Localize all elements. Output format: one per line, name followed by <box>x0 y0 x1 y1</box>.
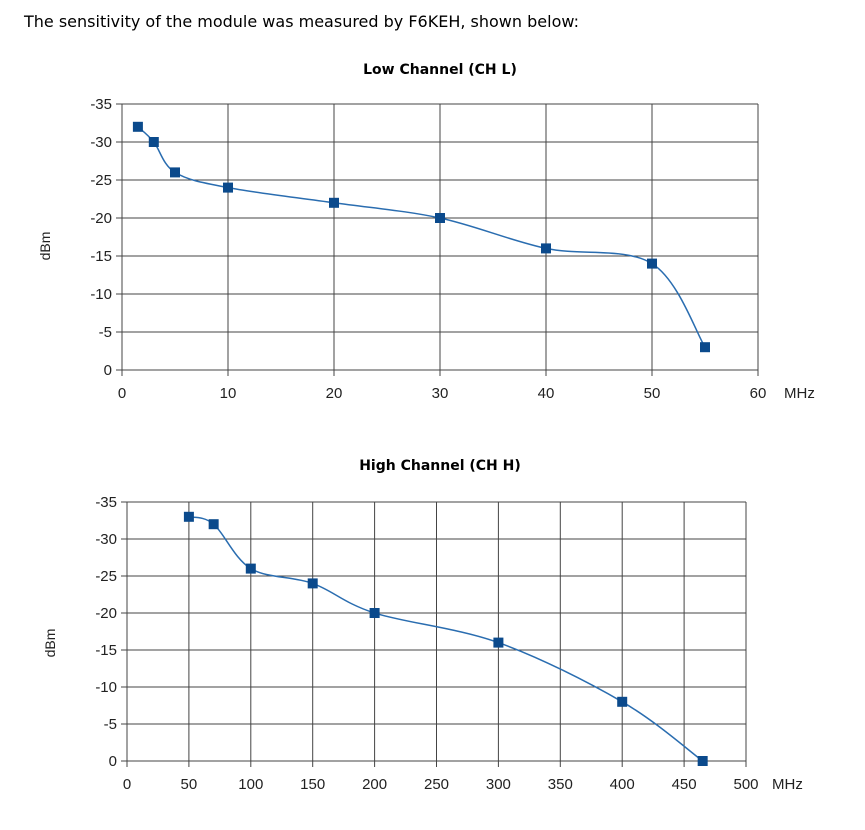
data-point-marker <box>208 519 219 530</box>
x-tick-label: 350 <box>548 776 573 793</box>
y-tick-label: -10 <box>90 286 112 303</box>
series-line <box>137 126 706 348</box>
x-tick-label: 50 <box>644 385 661 402</box>
y-axis-label: dBm <box>37 232 53 261</box>
x-axis-label: MHz <box>784 385 815 402</box>
y-tick-label: -35 <box>90 96 112 113</box>
x-tick-label: 100 <box>238 776 263 793</box>
data-point-marker <box>369 608 380 618</box>
y-tick-label: 0 <box>104 362 112 379</box>
y-axis-label: dBm <box>42 629 58 658</box>
data-point-marker <box>617 696 628 707</box>
x-tick-label: 60 <box>750 385 767 402</box>
data-point-marker <box>435 213 445 223</box>
y-tick-label: -10 <box>95 679 117 696</box>
x-tick-label: 400 <box>610 776 635 793</box>
y-tick-label: -30 <box>90 134 112 151</box>
chart-title-low: Low Channel (CH L) <box>363 62 517 78</box>
y-tick-label: -25 <box>95 568 117 585</box>
data-point-marker <box>170 167 180 178</box>
x-axis-label: MHz <box>772 776 803 793</box>
data-point-marker <box>307 578 318 589</box>
data-point-marker <box>132 121 143 132</box>
data-point-marker <box>700 342 710 353</box>
data-point-marker <box>329 197 339 208</box>
y-tick-label: -25 <box>90 172 112 189</box>
data-point-marker <box>647 258 657 269</box>
data-point-marker <box>697 756 708 766</box>
x-tick-label: 20 <box>326 385 343 402</box>
x-tick-label: 300 <box>486 776 511 793</box>
x-tick-label: 500 <box>733 776 758 793</box>
data-point-marker <box>148 137 159 147</box>
y-tick-label: -15 <box>90 248 112 265</box>
x-tick-label: 10 <box>220 385 237 402</box>
x-tick-label: 450 <box>672 776 697 793</box>
chart-0: 0 -5 -10 -15 -20 -25 -30 -35 0 10 20 30 40 50 60 MHz dBm <box>37 96 815 402</box>
intro-text: The sensitivity of the module was measur… <box>24 12 579 31</box>
x-tick-label: 40 <box>538 385 555 402</box>
data-point-marker <box>493 637 504 648</box>
y-tick-label: -35 <box>95 494 117 511</box>
y-tick-label: 0 <box>109 753 117 770</box>
y-tick-label: -20 <box>95 605 117 622</box>
x-tick-label: 250 <box>424 776 449 793</box>
chart-1: 0 -5 -10 -15 -20 -25 -30 -35 0 50 100 150 200 250 300 3… <box>42 494 803 793</box>
y-tick-label: -5 <box>104 716 117 733</box>
data-point-marker <box>541 243 551 254</box>
x-tick-label: 30 <box>432 385 449 402</box>
data-point-marker <box>183 511 194 522</box>
x-tick-label: 0 <box>123 776 131 793</box>
y-tick-label: -5 <box>99 324 112 341</box>
y-tick-label: -30 <box>95 531 117 548</box>
y-tick-label: -15 <box>95 642 117 659</box>
chart-title-high: High Channel (CH H) <box>359 458 521 474</box>
x-tick-label: 200 <box>362 776 387 793</box>
data-point-marker <box>223 182 233 193</box>
x-tick-label: 0 <box>118 385 126 402</box>
x-tick-label: 50 <box>181 776 198 793</box>
y-tick-label: -20 <box>90 210 112 227</box>
x-tick-label: 150 <box>300 776 325 793</box>
data-point-marker <box>245 563 256 574</box>
